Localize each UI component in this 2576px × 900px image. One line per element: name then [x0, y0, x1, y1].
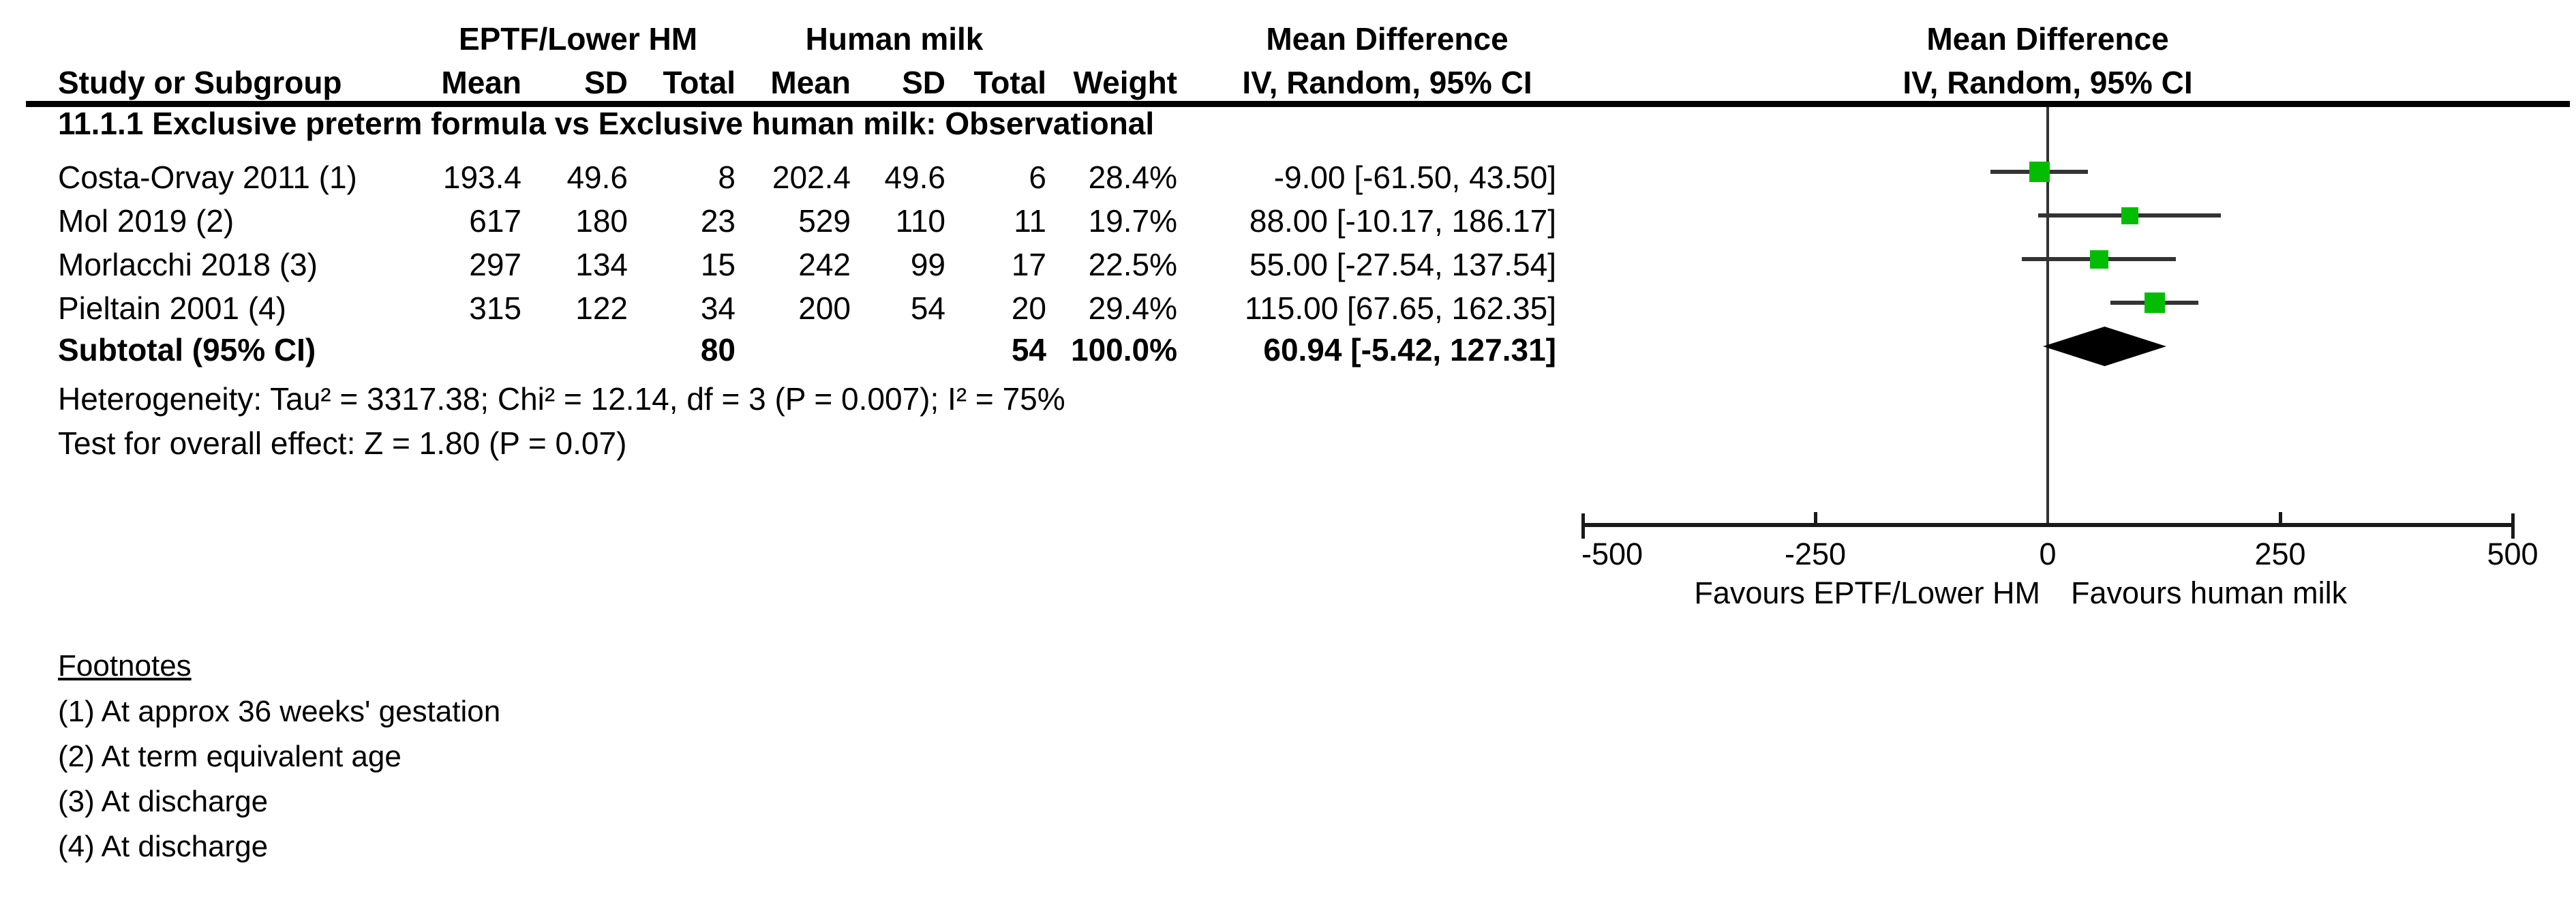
- column-header-ci: IV, Random, 95% CI: [1242, 65, 1532, 100]
- study-row: Mol 2019 (2) 617 180 23 529 110 11 19.7%…: [0, 205, 2576, 246]
- subtotal-diamond: [2042, 327, 2166, 366]
- weight-value: 19.7%: [1088, 203, 1177, 239]
- total-treatment: 15: [700, 247, 736, 282]
- column-header-study: Study or Subgroup: [58, 65, 342, 100]
- x-axis-line: [1583, 523, 2513, 527]
- overall-effect-stats: Test for overall effect: Z = 1.80 (P = 0…: [58, 425, 627, 461]
- zero-reference-line: [2046, 107, 2049, 524]
- sd-treatment: 122: [575, 290, 628, 326]
- study-label: Mol 2019 (2): [58, 203, 234, 239]
- column-header-weight: Weight: [1073, 65, 1177, 100]
- mean-control: 529: [798, 203, 851, 239]
- footnote-item: (2) At term equivalent age: [58, 740, 401, 773]
- sd-treatment: 49.6: [566, 160, 628, 195]
- ci-text: 55.00 [-27.54, 137.54]: [1249, 247, 1556, 282]
- mean-control: 242: [798, 247, 851, 282]
- total-control: 6: [1029, 160, 1046, 195]
- mean-treatment: 617: [469, 203, 521, 239]
- subgroup-heading: 11.1.1 Exclusive preterm formula vs Excl…: [58, 106, 1155, 141]
- x-axis-label-right: Favours human milk: [2071, 575, 2348, 610]
- column-header-total-control: Total: [973, 65, 1046, 100]
- sd-control: 99: [910, 247, 945, 282]
- heterogeneity-stats: Heterogeneity: Tau² = 3317.38; Chi² = 12…: [58, 381, 1065, 417]
- study-row: Pieltain 2001 (4) 315 122 34 200 54 20 2…: [0, 292, 2576, 333]
- subtotal-row: Subtotal (95% CI) 80 54 100.0% 60.94 [-5…: [0, 334, 2576, 375]
- sd-control: 110: [895, 203, 945, 239]
- axis-tick-label: 0: [2039, 537, 2057, 571]
- column-header-plot-ci: IV, Random, 95% CI: [1903, 65, 2193, 100]
- sd-treatment: 180: [575, 203, 628, 239]
- ci-text: 115.00 [67.65, 162.35]: [1245, 290, 1556, 326]
- study-label: Costa-Orvay 2011 (1): [58, 160, 357, 195]
- mean-treatment: 193.4: [442, 160, 521, 195]
- subtotal-ci-text: 60.94 [-5.42, 127.31]: [1263, 332, 1556, 368]
- study-row: Morlacchi 2018 (3) 297 134 15 242 99 17 …: [0, 249, 2576, 290]
- sd-control: 49.6: [884, 160, 945, 195]
- weight-value: 28.4%: [1088, 160, 1177, 195]
- subtotal-total-control: 54: [1011, 332, 1046, 368]
- header-rule: [26, 101, 2570, 107]
- subtotal-total-treatment: 80: [700, 332, 736, 368]
- mean-control: 202.4: [772, 160, 851, 195]
- sd-treatment: 134: [575, 247, 628, 282]
- weight-value: 22.5%: [1088, 247, 1177, 282]
- total-control: 11: [1014, 203, 1046, 239]
- footnote-item: (4) At discharge: [58, 830, 269, 863]
- study-label: Morlacchi 2018 (3): [58, 247, 318, 282]
- column-header-sd-treatment: SD: [584, 65, 628, 100]
- stat-column-title: Mean Difference: [1266, 21, 1509, 57]
- column-header-mean-control: Mean: [770, 65, 851, 100]
- axis-tick: [2279, 512, 2282, 524]
- axis-tick-label: -500: [1581, 537, 1643, 571]
- effect-estimate-marker: [2029, 162, 2050, 182]
- total-treatment: 8: [718, 160, 736, 195]
- axis-tick-label: 250: [2254, 537, 2306, 571]
- column-header-total-treatment: Total: [663, 65, 736, 100]
- ci-text: 88.00 [-10.17, 186.17]: [1249, 203, 1556, 239]
- x-axis-label-left: Favours EPTF/Lower HM: [1694, 575, 2040, 610]
- subtotal-weight: 100.0%: [1070, 332, 1177, 368]
- mean-treatment: 297: [469, 247, 521, 282]
- total-treatment: 34: [700, 290, 736, 326]
- weight-value: 29.4%: [1088, 290, 1177, 326]
- total-treatment: 23: [700, 203, 736, 239]
- subtotal-label: Subtotal (95% CI): [58, 332, 316, 368]
- axis-tick: [1581, 513, 1585, 539]
- plot-column-title: Mean Difference: [1926, 21, 2169, 57]
- total-control: 20: [1011, 290, 1046, 326]
- axis-tick: [1814, 512, 1817, 524]
- footnote-item: (1) At approx 36 weeks' gestation: [58, 695, 501, 728]
- column-header-mean-treatment: Mean: [441, 65, 521, 100]
- effect-estimate-marker: [2089, 250, 2108, 269]
- axis-tick-label: 500: [2487, 537, 2539, 571]
- footnotes-title: Footnotes: [58, 649, 192, 682]
- group-header-control: Human milk: [805, 21, 984, 57]
- study-label: Pieltain 2001 (4): [58, 290, 286, 326]
- column-header-sd-control: SD: [902, 65, 945, 100]
- axis-tick: [2511, 513, 2515, 539]
- mean-treatment: 315: [469, 290, 521, 326]
- total-control: 17: [1011, 247, 1046, 282]
- study-row: Costa-Orvay 2011 (1) 193.4 49.6 8 202.4 …: [0, 162, 2576, 202]
- axis-tick-label: -250: [1784, 537, 1847, 571]
- effect-estimate-marker: [2121, 207, 2138, 224]
- mean-control: 200: [798, 290, 851, 326]
- group-header-treatment: EPTF/Lower HM: [458, 21, 698, 57]
- sd-control: 54: [910, 290, 945, 326]
- effect-estimate-marker: [2144, 292, 2165, 313]
- footnote-item: (3) At discharge: [58, 785, 269, 818]
- ci-text: -9.00 [-61.50, 43.50]: [1273, 160, 1556, 195]
